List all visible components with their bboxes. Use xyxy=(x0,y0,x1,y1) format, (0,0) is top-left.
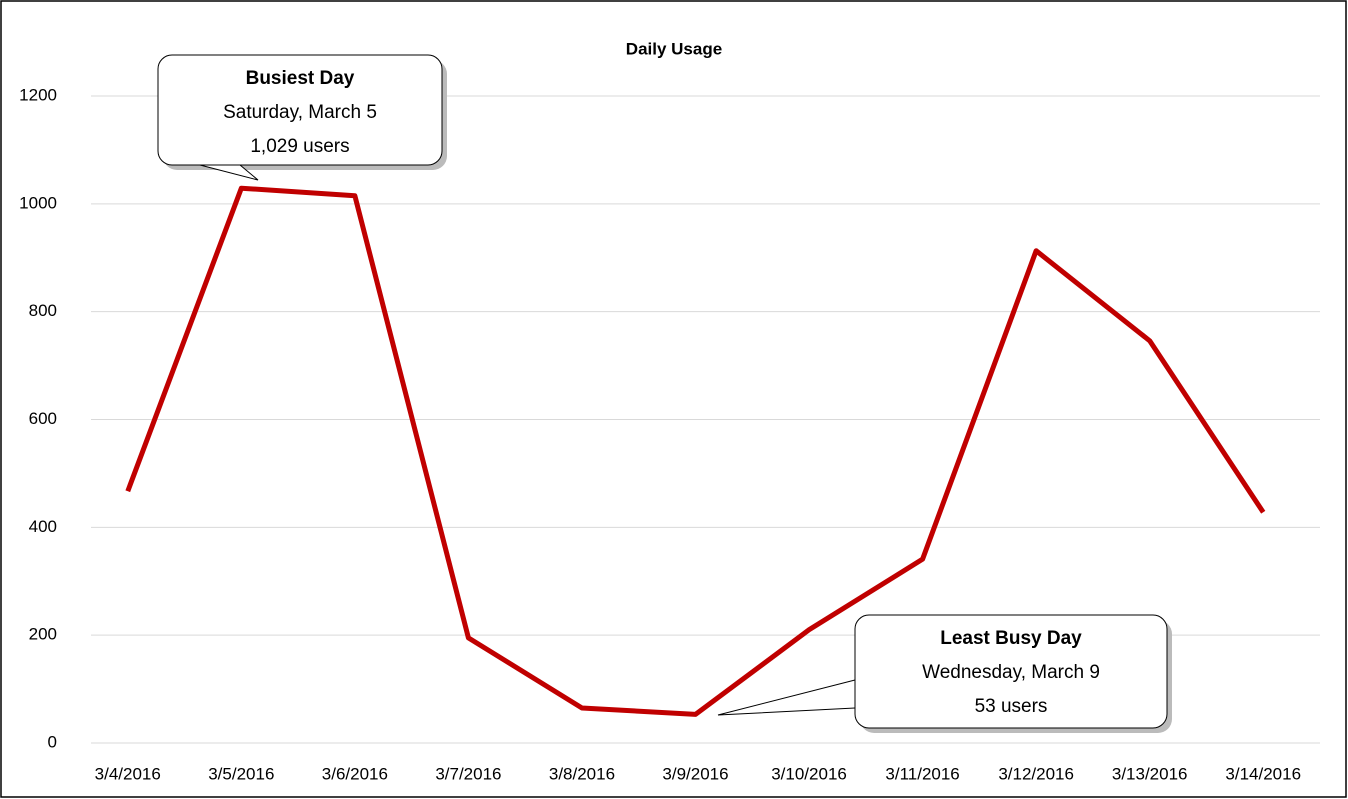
x-tick-label: 3/7/2016 xyxy=(435,764,501,783)
callout-title: Least Busy Day xyxy=(940,628,1082,649)
x-tick-label: 3/14/2016 xyxy=(1225,764,1301,783)
x-tick-label: 3/8/2016 xyxy=(549,764,615,783)
callout: Busiest Day Saturday, March 5 1,029 users xyxy=(157,54,447,181)
y-tick-label: 1000 xyxy=(19,193,57,212)
y-tick-label: 0 xyxy=(48,732,57,751)
callout: Least Busy Day Wednesday, March 9 53 users xyxy=(717,614,1172,733)
x-tick-label: 3/13/2016 xyxy=(1112,764,1188,783)
data-line xyxy=(125,185,1266,717)
y-tick-label: 800 xyxy=(29,301,57,320)
x-tick-label: 3/9/2016 xyxy=(662,764,728,783)
x-tick-label: 3/5/2016 xyxy=(208,764,274,783)
callout-tail xyxy=(199,164,259,181)
x-tick-label: 3/4/2016 xyxy=(95,764,161,783)
callout-title: Busiest Day xyxy=(246,68,355,89)
y-tick-label: 600 xyxy=(29,409,57,428)
y-tick-label: 1200 xyxy=(19,85,57,104)
callout-line: Wednesday, March 9 xyxy=(922,662,1100,683)
x-tick-label: 3/11/2016 xyxy=(885,764,959,783)
callout-box xyxy=(157,54,443,166)
x-tick-label: 3/6/2016 xyxy=(322,764,388,783)
callout-box xyxy=(854,614,1168,729)
x-tick-label: 3/10/2016 xyxy=(771,764,847,783)
x-tick-label: 3/12/2016 xyxy=(998,764,1074,783)
y-tick-label: 400 xyxy=(29,517,57,536)
callout-tail xyxy=(717,679,856,716)
y-tick-label: 200 xyxy=(29,625,57,644)
callout-line: 53 users xyxy=(975,696,1048,717)
chart-title: Daily Usage xyxy=(626,39,722,58)
callout-line: Saturday, March 5 xyxy=(223,102,377,123)
callout-line: 1,029 users xyxy=(250,136,349,157)
